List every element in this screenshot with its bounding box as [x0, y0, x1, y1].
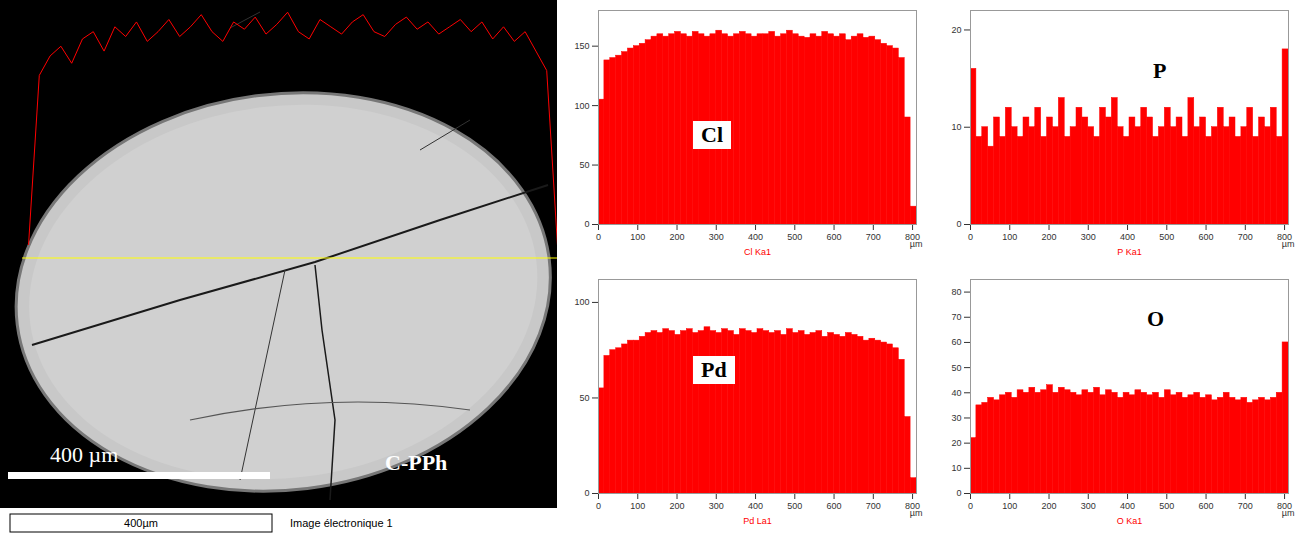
svg-text:150: 150 [574, 41, 589, 51]
svg-text:20: 20 [951, 438, 961, 448]
svg-text:400 µm: 400 µm [50, 442, 118, 467]
svg-text:500: 500 [787, 501, 802, 511]
svg-text:500: 500 [787, 232, 802, 242]
svg-text:100: 100 [630, 501, 645, 511]
svg-text:30: 30 [951, 413, 961, 423]
svg-text:O Ka1: O Ka1 [1117, 516, 1143, 526]
svg-text:200: 200 [1042, 501, 1057, 511]
svg-text:500: 500 [1159, 232, 1174, 242]
svg-text:600: 600 [827, 232, 842, 242]
svg-text:700: 700 [866, 501, 881, 511]
svg-text:800: 800 [1277, 500, 1293, 511]
svg-text:400: 400 [748, 501, 763, 511]
svg-text:800: 800 [905, 500, 921, 511]
svg-text:0: 0 [956, 219, 961, 229]
svg-text:C-PPh: C-PPh [385, 450, 447, 475]
svg-text:0: 0 [584, 219, 589, 229]
svg-text:200: 200 [670, 232, 685, 242]
svg-text:0: 0 [596, 501, 601, 511]
svg-text:70: 70 [951, 312, 961, 322]
svg-text:200: 200 [1042, 232, 1057, 242]
svg-text:300: 300 [1081, 501, 1096, 511]
svg-text:200: 200 [670, 501, 685, 511]
svg-text:400: 400 [748, 232, 763, 242]
svg-text:100: 100 [1002, 501, 1017, 511]
svg-text:0: 0 [596, 232, 601, 242]
svg-text:100: 100 [574, 297, 589, 307]
svg-text:P Ka1: P Ka1 [1117, 247, 1141, 257]
svg-text:Cl Ka1: Cl Ka1 [744, 247, 771, 257]
svg-text:40: 40 [951, 388, 961, 398]
svg-text:20: 20 [951, 25, 961, 35]
svg-text:700: 700 [1238, 232, 1253, 242]
svg-text:500: 500 [1159, 501, 1174, 511]
svg-text:600: 600 [1199, 501, 1214, 511]
svg-text:Pd La1: Pd La1 [743, 516, 772, 526]
svg-text:800: 800 [905, 231, 921, 242]
html-text:O: O [1147, 306, 1165, 331]
svg-text:400: 400 [1120, 501, 1135, 511]
html-text:P: P [1153, 58, 1167, 83]
svg-text:100: 100 [574, 100, 589, 110]
svg-text:µm: µm [910, 239, 923, 249]
svg-text:0: 0 [968, 501, 973, 511]
svg-text:800: 800 [1277, 231, 1293, 242]
svg-text:100: 100 [1002, 232, 1017, 242]
svg-text:400: 400 [1120, 232, 1135, 242]
svg-text:50: 50 [951, 362, 961, 372]
svg-text:600: 600 [1199, 232, 1214, 242]
svg-text:700: 700 [1238, 501, 1253, 511]
svg-text:300: 300 [709, 501, 724, 511]
svg-text:300: 300 [709, 232, 724, 242]
html-text:Cl: Cl [701, 122, 723, 147]
svg-text:0: 0 [968, 232, 973, 242]
svg-text:0: 0 [584, 488, 589, 498]
svg-text:80: 80 [951, 287, 961, 297]
svg-text:10: 10 [951, 463, 961, 473]
svg-text:700: 700 [866, 232, 881, 242]
svg-text:µm: µm [1282, 239, 1295, 249]
svg-text:300: 300 [1081, 232, 1096, 242]
svg-text:50: 50 [579, 160, 589, 170]
svg-text:µm: µm [910, 508, 923, 518]
svg-text:60: 60 [951, 337, 961, 347]
html-text:Pd: Pd [701, 357, 727, 382]
svg-text:10: 10 [951, 122, 961, 132]
svg-text:600: 600 [827, 501, 842, 511]
svg-text:µm: µm [1282, 508, 1295, 518]
svg-text:0: 0 [956, 488, 961, 498]
svg-text:50: 50 [579, 393, 589, 403]
svg-text:100: 100 [630, 232, 645, 242]
svg-text:400µm: 400µm [124, 517, 158, 529]
svg-text:Image électronique 1: Image électronique 1 [290, 517, 393, 529]
